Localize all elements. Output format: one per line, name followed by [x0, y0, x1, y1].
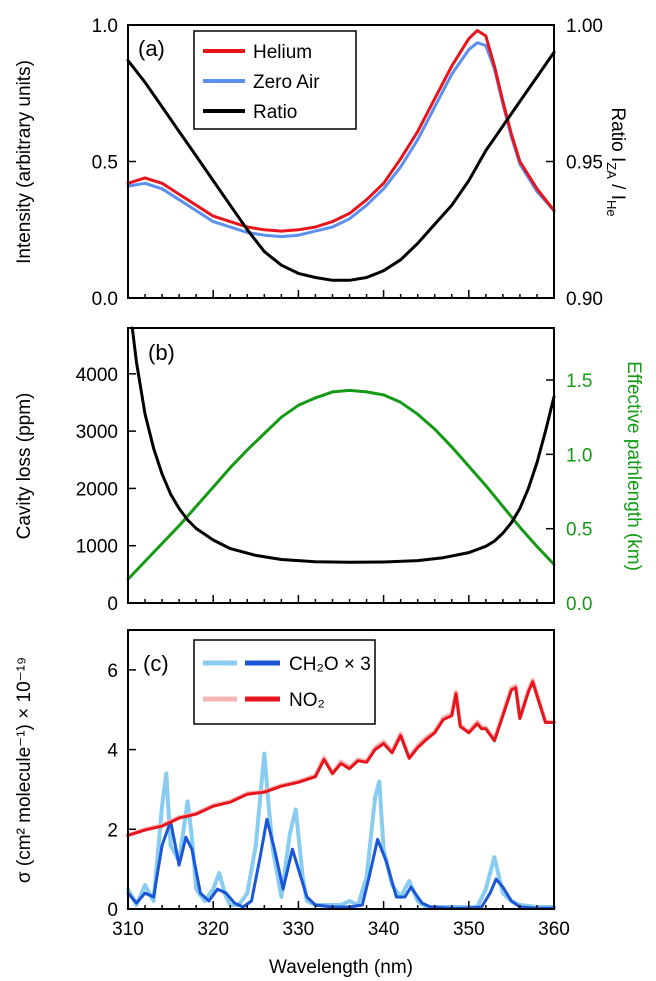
- panel-b-y-tick-label: 1000: [76, 537, 118, 558]
- panel-a-y-tick-label: 0.5: [92, 153, 118, 174]
- panel-a-frame: [127, 24, 555, 299]
- panel-a-y2-tick-label: 0.90: [566, 289, 603, 310]
- legend-label-ratio: Ratio: [253, 102, 297, 123]
- panel-a-letter: (a): [138, 36, 165, 61]
- panel-a-y2-tick-label: 0.95: [566, 153, 603, 174]
- legend-box: [193, 639, 376, 725]
- panel-b-letter: (b): [148, 340, 175, 365]
- legend-label-helium: Helium: [253, 42, 312, 63]
- cavity-loss-line: [130, 326, 556, 564]
- panel-b-y-axis-label: Cavity loss (ppm): [14, 393, 35, 540]
- legend-label-no2: NO₂: [289, 690, 325, 711]
- panel-c-y-tick-label: 0: [107, 900, 118, 921]
- panel-b-y2-tick-label: 1.5: [566, 371, 592, 392]
- panel-b-y2-axis-label: Effective pathlength (km): [623, 361, 644, 571]
- panel-c: σ (cm² molecule⁻¹) × 10⁻¹⁹ Wavelength (n…: [14, 629, 570, 978]
- panel-a-y-tick-label: 0.0: [92, 289, 118, 310]
- panel-b-y-tick-label: 2000: [76, 479, 118, 500]
- panel-a-y-tick-label: 1.0: [92, 16, 118, 37]
- legend-label-ch2o: CH₂O × 3: [289, 654, 371, 675]
- panel-a-legend: Helium Zero Air Ratio: [193, 30, 357, 130]
- panel-b-y2-tick-label: 0.5: [566, 520, 592, 541]
- pathlength-line: [126, 388, 556, 581]
- panel-b: Cavity loss (ppm) Effective pathlength (…: [14, 326, 644, 615]
- x-tick-label: 340: [368, 919, 400, 940]
- panel-a-y2-tick-label: 1.00: [566, 16, 603, 37]
- ratio-line: [126, 50, 556, 282]
- no2-line: [126, 680, 556, 837]
- panel-b-y2-tick-label: 0.0: [566, 594, 592, 615]
- panel-c-frame: [127, 629, 555, 910]
- panel-a: Intensity (arbitrary units) Ratio IZA / …: [14, 16, 628, 310]
- panel-a-y2-axis-label: Ratio IZA / IHe: [604, 107, 628, 216]
- panel-c-y-tick-label: 4: [107, 741, 118, 762]
- x-tick-label: 350: [453, 919, 485, 940]
- x-tick-label: 330: [283, 919, 315, 940]
- x-tick-label: 320: [197, 919, 229, 940]
- panel-c-x-axis-label: Wavelength (nm): [269, 957, 413, 978]
- panel-c-letter: (c): [143, 651, 169, 676]
- panel-a-y2-axis-text: Ratio IZA / IHe: [604, 107, 628, 216]
- panel-b-y2-tick-label: 1.0: [566, 445, 592, 466]
- panel-b-y-tick-label: 0: [107, 594, 118, 615]
- x-tick-label: 360: [538, 919, 570, 940]
- panel-c-y-tick-label: 6: [107, 661, 118, 682]
- panel-b-y-tick-label: 4000: [76, 365, 118, 386]
- panel-b-y-tick-label: 3000: [76, 422, 118, 443]
- legend-label-zero-air: Zero Air: [253, 72, 320, 93]
- helium-line: [126, 29, 556, 233]
- ch2o-line: [126, 817, 556, 910]
- panel-a-y-axis-label: Intensity (arbitrary units): [14, 60, 35, 264]
- panel-c-legend: CH₂O × 3 NO₂: [193, 639, 376, 725]
- panel-c-y-axis-label: σ (cm² molecule⁻¹) × 10⁻¹⁹: [14, 657, 35, 883]
- x-tick-label: 310: [112, 919, 144, 940]
- panel-c-y-tick-label: 2: [107, 820, 118, 841]
- panel-b-frame: [127, 327, 555, 604]
- ch2o-hires-line: [126, 751, 556, 909]
